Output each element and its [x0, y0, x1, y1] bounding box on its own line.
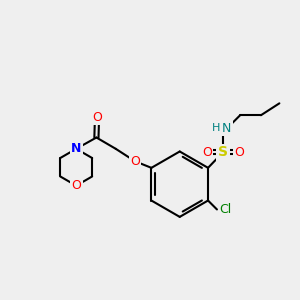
Text: S: S	[218, 146, 228, 159]
Text: O: O	[234, 146, 244, 159]
Text: Cl: Cl	[220, 203, 232, 216]
Text: N: N	[71, 142, 81, 155]
Text: N: N	[222, 122, 231, 134]
Text: O: O	[130, 155, 140, 168]
Text: O: O	[202, 146, 212, 159]
Text: H: H	[212, 123, 220, 133]
Text: O: O	[71, 179, 81, 192]
Text: O: O	[92, 111, 102, 124]
